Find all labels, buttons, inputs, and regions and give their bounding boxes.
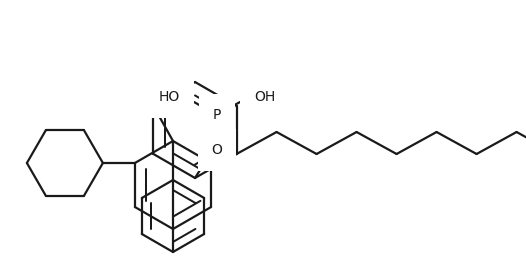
Text: HO: HO bbox=[159, 90, 180, 104]
Text: P: P bbox=[213, 108, 221, 122]
Text: OH: OH bbox=[254, 90, 275, 104]
Text: O: O bbox=[211, 143, 222, 157]
